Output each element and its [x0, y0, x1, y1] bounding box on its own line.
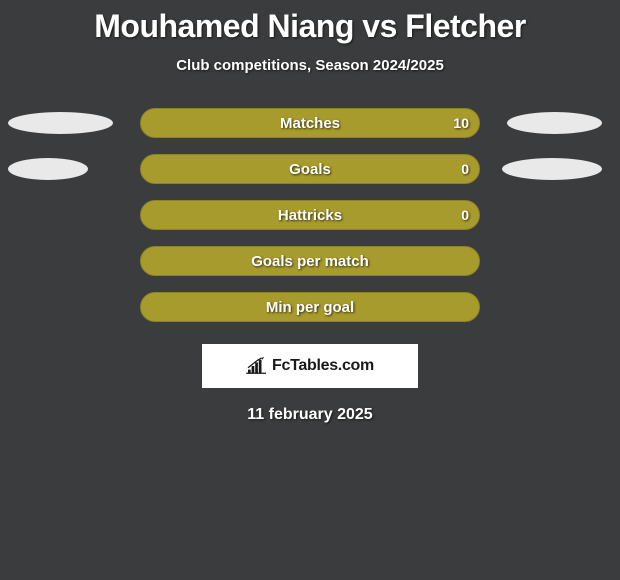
stat-row-goals: Goals 0 — [0, 154, 620, 200]
stat-bar: Matches 10 — [140, 108, 480, 138]
right-player-ellipse — [502, 158, 602, 180]
fctables-logo: FcTables.com — [202, 344, 418, 388]
left-player-ellipse — [8, 112, 113, 134]
date-text: 11 february 2025 — [0, 406, 620, 424]
stat-bar: Min per goal — [140, 292, 480, 322]
stat-label: Goals — [289, 161, 331, 178]
stat-bar: Goals 0 — [140, 154, 480, 184]
stat-value: 10 — [453, 115, 469, 131]
subtitle: Club competitions, Season 2024/2025 — [0, 57, 620, 74]
right-player-ellipse — [507, 112, 602, 134]
comparison-chart: Matches 10 Goals 0 Hattricks 0 Goals per… — [0, 108, 620, 338]
page-title: Mouhamed Niang vs Fletcher — [0, 0, 620, 45]
bar-chart-icon — [246, 357, 268, 375]
stat-label: Matches — [280, 115, 340, 132]
stat-label: Hattricks — [278, 207, 342, 224]
stat-label: Min per goal — [266, 299, 354, 316]
stat-row-min-per-goal: Min per goal — [0, 292, 620, 338]
stat-row-hattricks: Hattricks 0 — [0, 200, 620, 246]
logo-text: FcTables.com — [272, 357, 374, 375]
stat-value: 0 — [461, 161, 469, 177]
left-player-ellipse — [8, 158, 88, 180]
stat-row-goals-per-match: Goals per match — [0, 246, 620, 292]
stat-bar: Hattricks 0 — [140, 200, 480, 230]
stat-label: Goals per match — [251, 253, 369, 270]
stat-row-matches: Matches 10 — [0, 108, 620, 154]
stat-bar: Goals per match — [140, 246, 480, 276]
stat-value: 0 — [461, 207, 469, 223]
